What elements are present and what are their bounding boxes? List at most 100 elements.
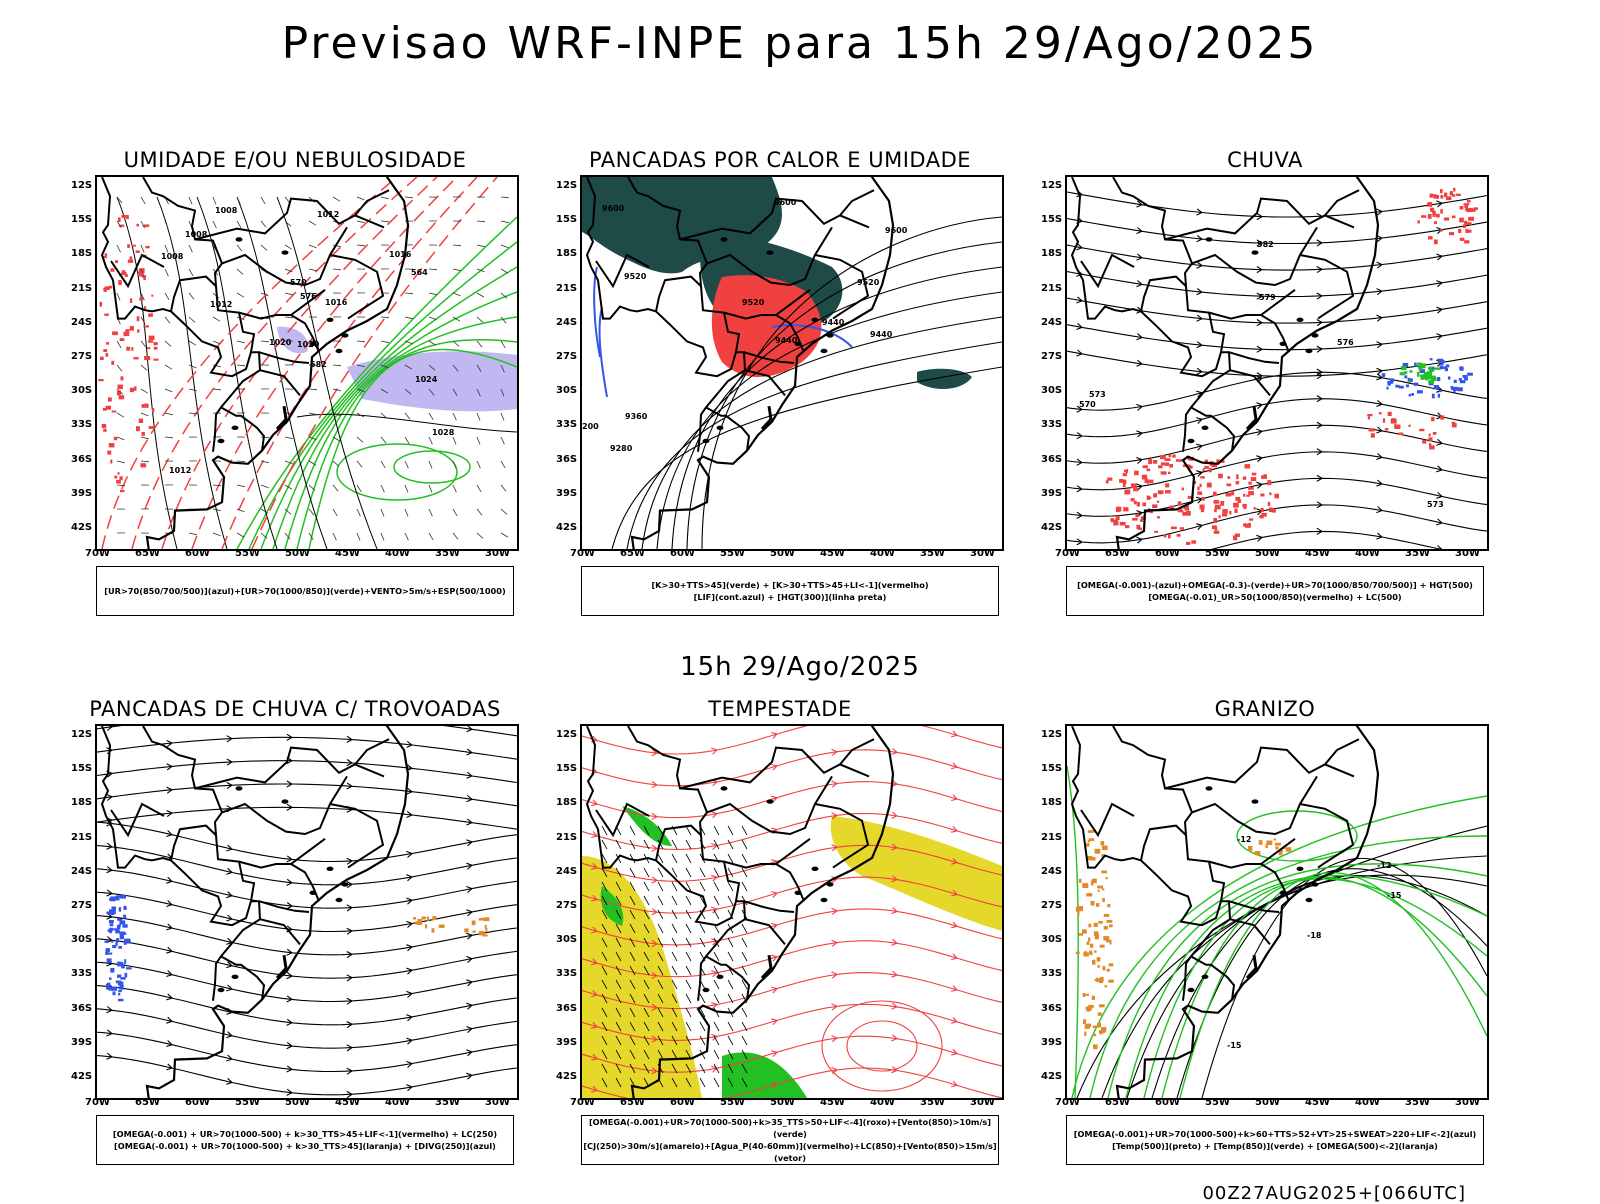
divergence-area [108, 929, 113, 932]
contour-label: 9520 [624, 272, 647, 281]
thickness-label-cluster [147, 347, 150, 349]
rain-area [1406, 385, 1409, 388]
lake-mark [236, 237, 243, 241]
contour-label: -12 [1237, 835, 1251, 844]
lake-mark [218, 439, 225, 443]
thunderstorm-area [485, 928, 487, 931]
thunderstorm-area [425, 924, 427, 928]
rain-area [1444, 218, 1449, 221]
rain-area [1422, 440, 1426, 444]
rain-area [1458, 229, 1461, 233]
thickness-label-cluster [148, 340, 153, 343]
lon-tick-label: 35W [1405, 1097, 1430, 1108]
lat-tick-label: 39S [556, 488, 577, 499]
lake-mark [767, 799, 774, 803]
contour-label: 1008 [161, 252, 184, 261]
thickness-label-cluster [153, 342, 157, 345]
rain-area [1212, 525, 1217, 529]
thickness-label-cluster [152, 408, 154, 412]
lat-tick-label: 33S [1041, 419, 1062, 430]
thickness-label-cluster [143, 325, 149, 327]
rain-area [1417, 390, 1423, 393]
rain-area [1154, 531, 1158, 533]
omega-area [1274, 838, 1276, 840]
lake-mark [327, 867, 334, 871]
rain-area [1242, 504, 1246, 507]
lon-tick-label: 50W [285, 1097, 310, 1108]
lake-mark [717, 426, 724, 430]
omega-area [1091, 901, 1095, 906]
thickness-label-cluster [104, 314, 109, 316]
lake-mark [767, 250, 774, 254]
lon-tick-label: 30W [1455, 1097, 1480, 1108]
rain-area [1119, 479, 1123, 483]
contour-label: 1008 [215, 206, 238, 215]
lat-tick-label: 33S [556, 419, 577, 430]
thickness-label-cluster [149, 336, 155, 341]
legend-line: [OMEGA(-0.01)_UR>50(1000/850)(vermelho) … [1067, 591, 1483, 603]
contour-label: 200 [582, 422, 599, 431]
contour-label: 570 [1079, 400, 1096, 409]
omega-area [1083, 1019, 1086, 1024]
omega-area [1102, 888, 1104, 890]
rain-area [1200, 476, 1205, 478]
thickness-label-cluster [118, 472, 120, 475]
lat-tick-label: 21S [71, 283, 92, 294]
rain-area [1267, 480, 1271, 485]
thunderstorm-area [473, 931, 476, 933]
contour-label: 1012 [210, 300, 232, 309]
rain-area [1409, 394, 1412, 397]
lat-tick-label: 15S [1041, 763, 1062, 774]
contour-label: -12 [1377, 861, 1391, 870]
contour-label: -15 [1387, 891, 1402, 900]
divergence-area [118, 990, 122, 992]
lat-tick-label: 18S [1041, 797, 1062, 808]
lon-tick-label: 70W [1055, 1097, 1080, 1108]
rain-area [1243, 494, 1245, 497]
lake-mark [236, 786, 243, 790]
rain-area [1434, 385, 1439, 389]
rain-area [1409, 370, 1412, 373]
rain-area [1427, 202, 1432, 206]
rain-area [1409, 380, 1411, 382]
omega-area [1104, 926, 1108, 930]
divergence-area [111, 987, 117, 991]
rain-area [1440, 209, 1443, 214]
omega-area [1098, 921, 1103, 924]
rain-area [1446, 196, 1451, 200]
rain-area [1440, 415, 1444, 419]
rain-area [1125, 525, 1129, 528]
rain-area [1251, 477, 1257, 481]
rain-area [1147, 469, 1151, 472]
lat-tick-label: 36S [71, 454, 92, 465]
rain-area [1222, 514, 1227, 517]
omega-area [1096, 978, 1098, 982]
panel-hail: GRANIZO -12-12-15-18-15 [OMEGA(-0.001)+U… [1035, 697, 1495, 1197]
lat-tick-label: 21S [71, 832, 92, 843]
thickness-label-cluster [136, 426, 140, 431]
thunderstorm-area [480, 932, 485, 935]
rain-area [1229, 511, 1231, 515]
rain-area [1207, 483, 1212, 488]
thickness-label-cluster [134, 386, 136, 390]
lake-mark [232, 426, 239, 430]
rain-area [1161, 471, 1167, 474]
lake-mark [717, 975, 724, 979]
contour-label: 573 [1089, 390, 1106, 399]
rain-area [1243, 507, 1246, 509]
thickness-label-cluster [100, 357, 104, 360]
rain-area [1386, 387, 1388, 390]
lon-tick-label: 30W [1455, 548, 1480, 559]
lake-mark [282, 799, 289, 803]
thickness-label-cluster [131, 245, 136, 247]
omega-area [1100, 977, 1104, 982]
map-thunderstorm-showers [95, 724, 519, 1100]
divergence-area [118, 999, 124, 1002]
rain-area [1157, 516, 1160, 518]
rain-area [1459, 366, 1463, 369]
rain-area [1222, 509, 1228, 513]
lat-tick-label: 42S [1041, 522, 1062, 533]
rain-area [1180, 527, 1184, 530]
